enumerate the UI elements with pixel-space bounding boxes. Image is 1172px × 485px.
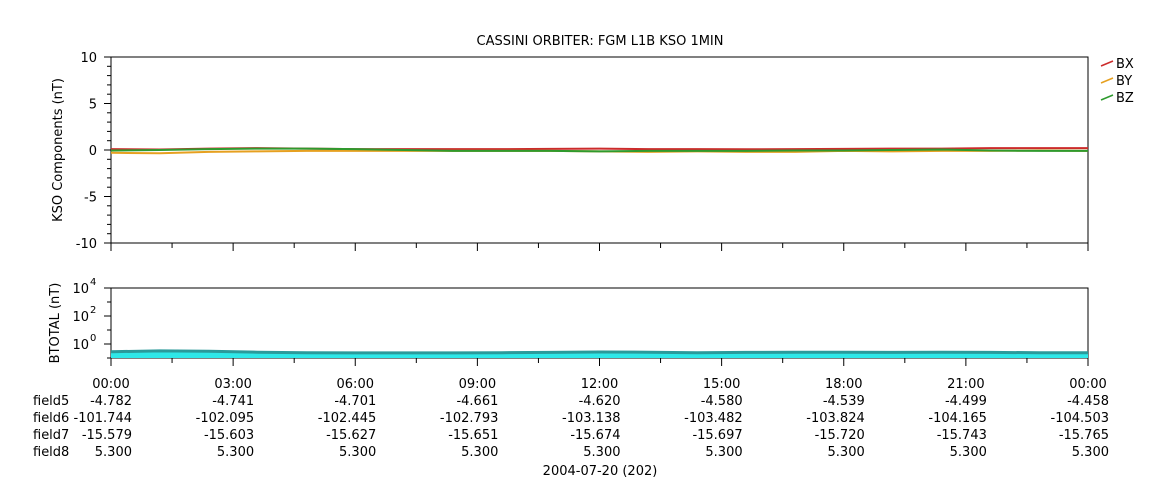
kso-y-tick-label: 10: [80, 51, 97, 66]
field-row-label: field6: [33, 411, 69, 426]
field-row-value: -15.579: [82, 428, 132, 443]
field-row-value: 5.300: [705, 445, 742, 460]
btotal-y-tick-exponent: 4: [90, 277, 96, 288]
field-row-value: -15.603: [204, 428, 254, 443]
field-row-value: -15.627: [326, 428, 376, 443]
field-row-value: -4.458: [1067, 394, 1109, 409]
field-row-value: -15.743: [937, 428, 987, 443]
field-row-value: -102.095: [196, 411, 254, 426]
btotal-plot-frame: [110, 287, 1089, 359]
btotal-y-axis-label: BTOTAL (nT): [48, 283, 63, 364]
kso-y-tick-label: 5: [89, 98, 97, 113]
field-row-value: -15.720: [815, 428, 865, 443]
field-row-value: -104.165: [928, 411, 986, 426]
chart-title: CASSINI ORBITER: FGM L1B KSO 1MIN: [477, 34, 724, 49]
x-tick-label: 21:00: [947, 377, 984, 392]
x-tick-label: 03:00: [214, 377, 251, 392]
btotal-y-tick-exponent: 0: [90, 333, 96, 344]
field-row-value: -104.503: [1051, 411, 1109, 426]
field-row-value: -4.499: [945, 394, 987, 409]
field-row-value: 5.300: [217, 445, 254, 460]
field-row-value: -15.765: [1059, 428, 1109, 443]
field-row-label: field7: [33, 428, 69, 443]
x-tick-labels: 00:00 03:00 06:00 09:00 12:00 15:00 18:00 21:00…: [92, 377, 1106, 392]
field-row-value: -4.620: [579, 394, 621, 409]
field-row-value: -4.782: [90, 394, 132, 409]
btotal-area-edge: [110, 349, 1088, 355]
x-tick-label: 00:00: [1069, 377, 1106, 392]
btotal-x-ticks: [110, 358, 1089, 366]
field-row-value: -102.793: [440, 411, 498, 426]
kso-y-tick-label: 0: [89, 144, 97, 159]
btotal-y-tick-base: 10: [72, 338, 89, 353]
field-row-value: -15.697: [692, 428, 742, 443]
legend-swatch-bz: [1100, 94, 1114, 101]
field-row-label: field5: [33, 394, 69, 409]
ephemeris-field-rows: field5 -4.782 -4.741 -4.701 -4.661 -4.620 -4.5…: [33, 394, 1109, 460]
series-line-bz: [110, 147, 1088, 153]
legend: BX BY BZ: [1100, 57, 1134, 106]
x-tick-label: 06:00: [337, 377, 374, 392]
kso-y-axis-label: KSO Components (nT): [51, 78, 66, 222]
kso-y-tick-label: -10: [76, 237, 97, 252]
field-row-value: -103.138: [562, 411, 620, 426]
field-row-value: 5.300: [339, 445, 376, 460]
x-tick-label: 00:00: [92, 377, 129, 392]
field-row-value: -102.445: [318, 411, 376, 426]
btotal-y-tick-base: 10: [72, 310, 89, 325]
legend-label-by: BY: [1116, 74, 1132, 89]
kso-x-ticks: [110, 243, 1089, 251]
btotal-series-area: [110, 349, 1088, 358]
field-row-value: 5.300: [1072, 445, 1109, 460]
field-row-value: -15.651: [448, 428, 498, 443]
legend-label-bz: BZ: [1116, 91, 1134, 106]
field-row-value: 5.300: [950, 445, 987, 460]
x-tick-label: 18:00: [825, 377, 862, 392]
field-row-value: 5.300: [461, 445, 498, 460]
field-row-value: 5.300: [828, 445, 865, 460]
btotal-y-tick-exponent: 2: [90, 305, 96, 316]
x-axis-date-label: 2004-07-20 (202): [543, 464, 658, 479]
field-row-value: -4.741: [212, 394, 254, 409]
field-row-value: 5.300: [95, 445, 132, 460]
field-row-value: 5.300: [583, 445, 620, 460]
field-row-value: -4.580: [701, 394, 743, 409]
legend-label-bx: BX: [1116, 57, 1134, 72]
kso-components-panel: KSO Components (nT) 10 5 0 -5 -10 BX BY BZ: [51, 51, 1134, 252]
field-row-value: -15.674: [570, 428, 620, 443]
x-tick-label: 15:00: [703, 377, 740, 392]
legend-swatch-by: [1100, 77, 1114, 84]
x-tick-label: 12:00: [581, 377, 618, 392]
kso-series-lines: [110, 147, 1089, 155]
field-row-value: -101.744: [74, 411, 132, 426]
field-row-value: -103.482: [684, 411, 742, 426]
kso-y-ticks: 10 5 0 -5 -10: [76, 51, 111, 252]
field-row-value: -4.539: [823, 394, 865, 409]
field-row-label: field8: [33, 445, 69, 460]
btotal-y-tick-base: 10: [72, 282, 89, 297]
field-row-value: -4.661: [456, 394, 498, 409]
field-row-value: -4.701: [334, 394, 376, 409]
field-row-value: -103.824: [806, 411, 864, 426]
kso-y-tick-label: -5: [84, 191, 97, 206]
legend-swatch-bx: [1100, 60, 1114, 67]
x-tick-label: 09:00: [459, 377, 496, 392]
